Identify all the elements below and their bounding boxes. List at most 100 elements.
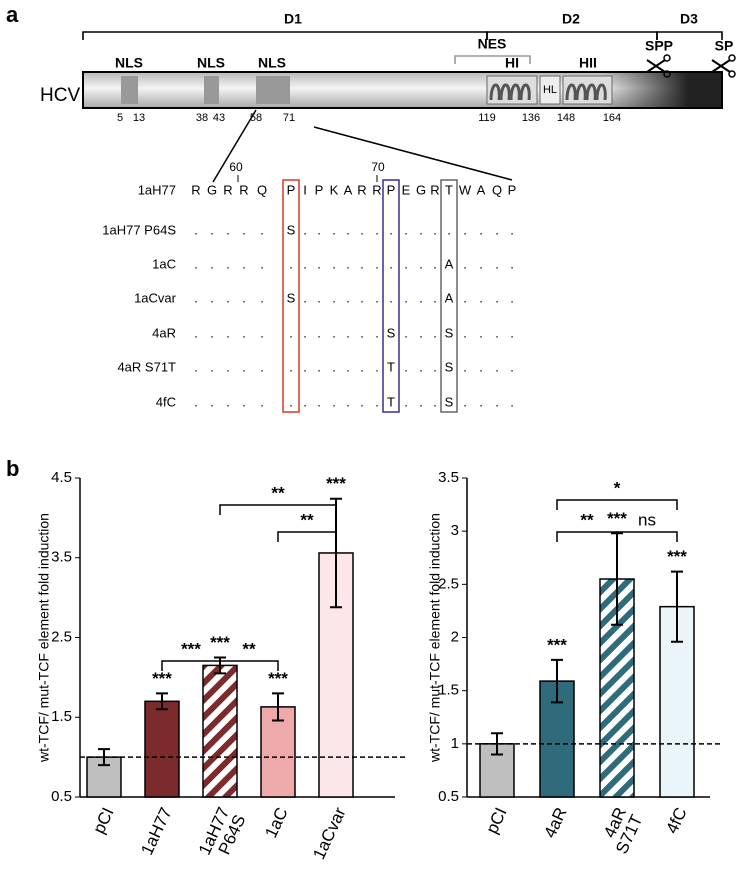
residue: . xyxy=(479,222,483,237)
residue: . xyxy=(479,256,483,271)
error-bar xyxy=(491,732,503,756)
residue: . xyxy=(317,290,321,305)
comparison-bracket xyxy=(616,531,678,542)
scissors xyxy=(728,54,736,62)
residue: . xyxy=(210,222,214,237)
x-tick-label: 4fC xyxy=(662,805,690,837)
comparison-bracket xyxy=(556,499,678,510)
residue: . xyxy=(194,290,198,305)
helix-label: HL xyxy=(543,84,557,96)
residue: . xyxy=(479,394,483,409)
residue: . xyxy=(226,256,230,271)
residue: . xyxy=(404,359,408,374)
residue: E xyxy=(402,182,411,197)
residue: . xyxy=(360,325,364,340)
residue: . xyxy=(433,222,437,237)
residue: . xyxy=(332,222,336,237)
error-bar xyxy=(671,570,683,643)
position-label: 43 xyxy=(213,112,225,124)
residue: . xyxy=(226,222,230,237)
residue: . xyxy=(495,256,499,271)
comparison-label: ** xyxy=(271,483,285,502)
helix-coil xyxy=(489,83,531,101)
cleavage-label: SP xyxy=(715,38,734,54)
residue: . xyxy=(419,256,423,271)
residue: . xyxy=(419,325,423,340)
residue: . xyxy=(510,222,514,237)
residue: . xyxy=(303,222,307,237)
residue: . xyxy=(495,325,499,340)
residue: A xyxy=(445,256,454,271)
residue: . xyxy=(194,359,198,374)
residue: . xyxy=(389,222,393,237)
nls-label: NLS xyxy=(197,55,225,71)
domain-label: D2 xyxy=(562,11,580,27)
residue: . xyxy=(210,256,214,271)
residue: . xyxy=(419,359,423,374)
residue: . xyxy=(463,290,467,305)
significance-label: *** xyxy=(152,669,172,688)
sequence-name: 4aR S71T xyxy=(117,359,176,374)
protein-outline xyxy=(82,71,723,109)
residue: . xyxy=(404,325,408,340)
bracket xyxy=(454,55,531,64)
y-tick-label: 0.5 xyxy=(438,788,459,805)
residue: . xyxy=(433,325,437,340)
comparison-bracket xyxy=(277,531,337,542)
residue: . xyxy=(210,290,214,305)
residue: R xyxy=(191,182,200,197)
domain-label: D3 xyxy=(680,11,698,27)
residue: . xyxy=(495,394,499,409)
y-axis-title: wt-TCF/ mut-TCF element fold induction xyxy=(427,513,443,763)
residue: . xyxy=(332,359,336,374)
residue: . xyxy=(242,359,246,374)
ruler-label: 70 xyxy=(371,160,385,174)
residue: . xyxy=(510,256,514,271)
y-tick-label: 0.5 xyxy=(51,788,72,805)
residue: . xyxy=(433,394,437,409)
residue: A xyxy=(477,182,486,197)
position-label: 5 xyxy=(117,112,123,124)
residue: . xyxy=(463,359,467,374)
residue: . xyxy=(404,290,408,305)
signal-peptide xyxy=(688,72,722,108)
error-bar xyxy=(330,497,342,609)
residue: Q xyxy=(257,182,267,197)
residue: S xyxy=(387,325,396,340)
residue: . xyxy=(375,325,379,340)
highlight-box xyxy=(382,179,400,413)
residue: . xyxy=(495,222,499,237)
residue: . xyxy=(346,222,350,237)
residue: . xyxy=(226,359,230,374)
residue: A xyxy=(445,290,454,305)
y-axis-title: wt-TCF/ mut-TCF element fold induction xyxy=(36,513,52,763)
residue: . xyxy=(419,394,423,409)
comparison-bracket xyxy=(219,504,337,515)
residue: . xyxy=(210,394,214,409)
residue: . xyxy=(210,325,214,340)
residue: . xyxy=(346,359,350,374)
residue: . xyxy=(495,290,499,305)
helix-label: HI xyxy=(505,55,519,71)
residue: . xyxy=(317,222,321,237)
significance-label: *** xyxy=(210,633,230,652)
residue: . xyxy=(332,325,336,340)
residue: . xyxy=(463,256,467,271)
residue: . xyxy=(433,256,437,271)
residue: . xyxy=(433,359,437,374)
residue: . xyxy=(317,394,321,409)
residue: I xyxy=(303,182,307,197)
error-bar xyxy=(551,658,563,704)
nls-label: NLS xyxy=(115,55,143,71)
residue: . xyxy=(242,325,246,340)
significance-label: *** xyxy=(667,547,687,566)
residue: . xyxy=(495,359,499,374)
y-tick-label: 4.5 xyxy=(51,469,72,486)
cleavage-label: SPP xyxy=(645,38,673,54)
residue: . xyxy=(260,256,264,271)
residue: K xyxy=(330,182,339,197)
residue: . xyxy=(194,325,198,340)
residue: . xyxy=(260,222,264,237)
y-tick-label: 1.5 xyxy=(438,682,459,699)
residue: . xyxy=(332,256,336,271)
